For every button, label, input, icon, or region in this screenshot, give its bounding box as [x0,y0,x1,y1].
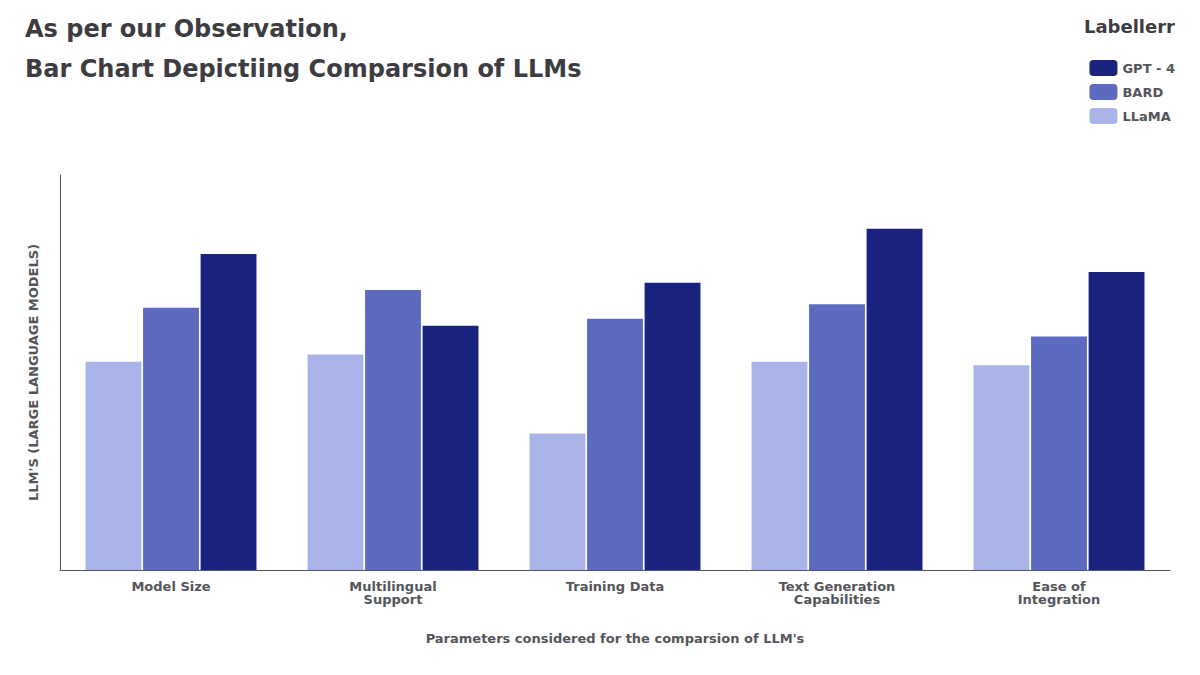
svg-text:LLaMA: LLaMA [1122,109,1170,124]
svg-text:LLM'S (LARGE LANGUAGE MODELS): LLM'S (LARGE LANGUAGE MODELS) [26,244,41,501]
svg-text:Ease of: Ease of [1032,579,1086,594]
svg-text:Bar Chart Depictiing Comparsio: Bar Chart Depictiing Comparsion of LLMs [25,55,581,83]
svg-text:Training Data: Training Data [566,579,664,594]
svg-text:Labellerr: Labellerr [1084,16,1175,37]
svg-text:Text Generation: Text Generation [778,579,896,594]
svg-text:Multilingual: Multilingual [349,579,437,594]
svg-text:Capabilities: Capabilities [794,592,881,607]
svg-text:Integration: Integration [1018,592,1100,607]
svg-text:Model Size: Model Size [131,579,210,594]
svg-text:Parameters considered for the: Parameters considered for the comparsion… [426,631,805,646]
svg-text:GPT - 4: GPT - 4 [1122,61,1175,76]
svg-text:Support: Support [364,592,423,607]
svg-text:BARD: BARD [1122,85,1163,100]
svg-text:As per our Observation,: As per our Observation, [25,15,348,43]
